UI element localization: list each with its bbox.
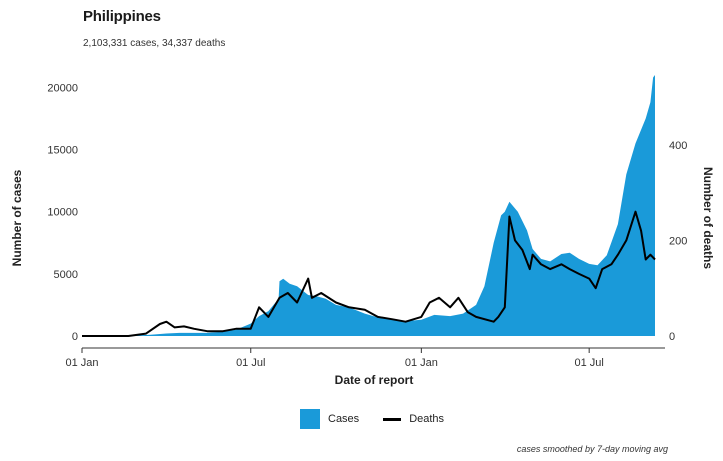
cases-area [82, 75, 655, 336]
footnote: cases smoothed by 7-day moving avg [516, 444, 668, 454]
axes-layer: 01 Jan 01 Jul 01 Jan 01 Jul 0 5000 10000 15000 2… [47, 82, 687, 369]
legend-cases-label: Cases [328, 413, 360, 425]
y-tick-label: 20000 [47, 82, 78, 94]
chart-subtitle: 2,103,331 cases, 34,337 deaths [83, 38, 226, 49]
y2-tick-label: 0 [669, 331, 675, 343]
deaths-line-layer [82, 210, 656, 337]
y2-tick-label: 400 [669, 140, 687, 152]
y-tick-label: 10000 [47, 207, 78, 219]
x-tick-label: 01 Jul [236, 357, 265, 369]
y2-axis-label: Number of deaths [701, 167, 715, 269]
x-tick-label: 01 Jul [574, 357, 603, 369]
deaths-line [82, 210, 656, 337]
y-tick-label: 5000 [54, 269, 78, 281]
x-tick-label: 01 Jan [405, 357, 438, 369]
legend-cases-swatch [300, 409, 320, 429]
legend: Cases Deaths [300, 409, 444, 429]
x-axis-label: Date of report [335, 373, 414, 387]
y2-tick-label: 200 [669, 235, 687, 247]
chart-title: Philippines [83, 8, 161, 25]
cases-area-layer [82, 75, 655, 336]
y-tick-label: 0 [72, 331, 78, 343]
y-tick-label: 15000 [47, 145, 78, 157]
legend-deaths-swatch [383, 417, 402, 421]
legend-deaths-label: Deaths [409, 413, 445, 425]
y-axis-label: Number of cases [10, 169, 24, 266]
x-tick-label: 01 Jan [65, 357, 98, 369]
